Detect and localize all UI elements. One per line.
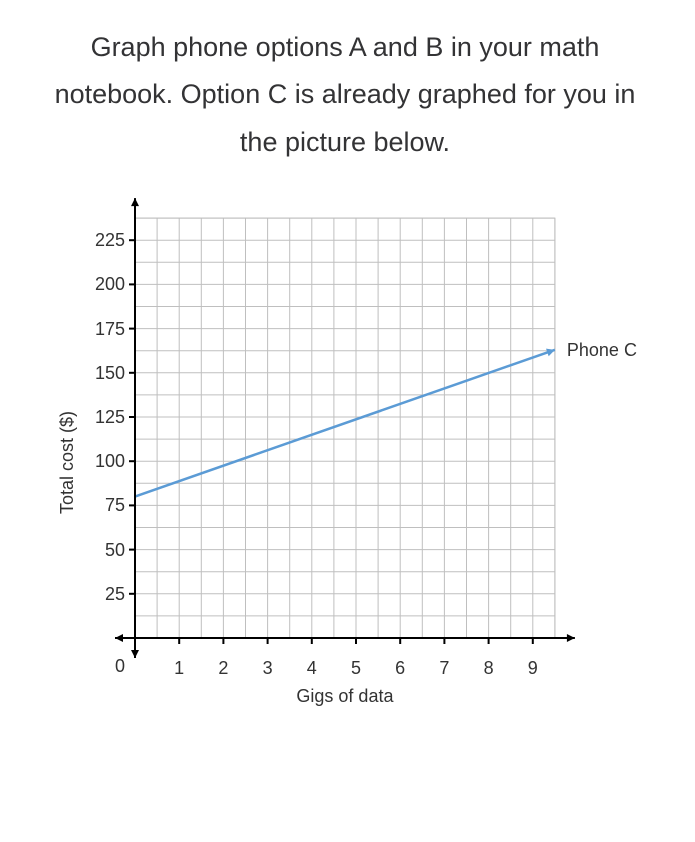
chart-container: Total cost ($) 2550751001251501752002250…: [40, 185, 660, 765]
instruction-text: Graph phone options A and B in your math…: [40, 24, 650, 166]
x-tick: 8: [479, 658, 499, 679]
y-tick: 50: [85, 540, 125, 561]
x-axis-label: Gigs of data: [285, 686, 405, 707]
y-tick: 125: [85, 407, 125, 428]
origin-label: 0: [85, 656, 125, 677]
x-tick: 3: [258, 658, 278, 679]
y-tick: 150: [85, 363, 125, 384]
y-tick: 175: [85, 319, 125, 340]
y-tick: 25: [85, 584, 125, 605]
x-tick: 2: [213, 658, 233, 679]
y-tick: 75: [85, 495, 125, 516]
x-tick: 4: [302, 658, 322, 679]
x-tick: 1: [169, 658, 189, 679]
y-tick: 100: [85, 451, 125, 472]
x-tick: 6: [390, 658, 410, 679]
x-tick: 7: [434, 658, 454, 679]
y-tick: 200: [85, 274, 125, 295]
x-tick: 9: [523, 658, 543, 679]
series-label-phone-c: Phone C: [567, 340, 637, 361]
x-tick: 5: [346, 658, 366, 679]
y-tick: 225: [85, 230, 125, 251]
